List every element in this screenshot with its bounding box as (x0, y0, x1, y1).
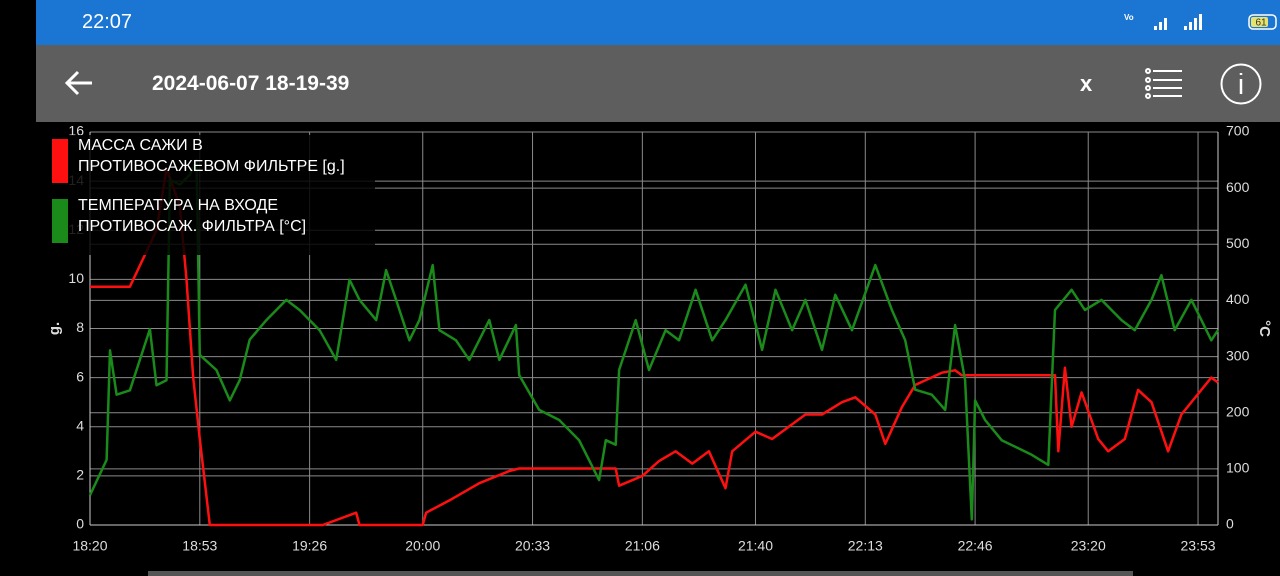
y-axis-title: g. (46, 322, 63, 335)
x-tick-label: 22:13 (848, 538, 883, 554)
legend-item: МАССА САЖИ В ПРОТИВОСАЖЕВОМ ФИЛЬТРЕ [g.] (40, 135, 368, 183)
scrollbar (148, 571, 1133, 576)
x-tick-label: 19:26 (292, 538, 327, 554)
y2-tick-label: 500 (1226, 235, 1250, 251)
y-tick-label: 2 (76, 467, 84, 483)
y2-tick-label: 0 (1226, 516, 1234, 532)
x-tick-label: 18:20 (72, 538, 107, 554)
app-bar: 2024-06-07 18-19-39 x (36, 45, 1280, 122)
x-tick-label: 20:33 (515, 538, 550, 554)
volte-icon: Vo (1124, 13, 1134, 22)
info-button[interactable] (1219, 62, 1263, 106)
y-tick-label: 8 (76, 319, 84, 335)
x-tick-label: 20:00 (405, 538, 440, 554)
x-tick-label: 21:40 (738, 538, 773, 554)
y2-tick-label: 600 (1226, 179, 1250, 195)
y2-tick-label: 100 (1226, 460, 1250, 476)
y-tick-label: 4 (76, 417, 84, 433)
legend-item: ТЕМПЕРАТУРА НА ВХОДЕ ПРОТИВОСАЖ. ФИЛЬТРА… (40, 195, 368, 243)
series-line (90, 167, 1219, 527)
x-tick-label: 18:53 (182, 538, 217, 554)
y2-tick-label: 400 (1226, 291, 1250, 307)
y2-tick-label: 300 (1226, 347, 1250, 363)
x-tick-label: 21:06 (625, 538, 660, 554)
y-tick-label: 10 (68, 270, 84, 286)
legend: МАССА САЖИ В ПРОТИВОСАЖЕВОМ ФИЛЬТРЕ [g.]… (40, 135, 375, 255)
y-tick-label: 16 (68, 123, 84, 139)
back-button[interactable] (64, 69, 94, 97)
list-button[interactable] (1144, 67, 1184, 101)
status-icons: Vo 61 (1124, 13, 1277, 30)
battery-level: 61 (1255, 18, 1267, 29)
series-line (88, 158, 1220, 521)
clock: 22:07 (82, 11, 133, 33)
x-tick-label: 22:46 (958, 538, 993, 554)
close-button[interactable]: x (1080, 71, 1093, 96)
status-bar: 22:07 Vo 61 (36, 0, 1280, 45)
y-tick-label: 6 (76, 368, 84, 384)
y-tick-label: 0 (76, 516, 84, 532)
screen-title: 2024-06-07 18-19-39 (152, 72, 350, 95)
y2-tick-label: 700 (1226, 123, 1250, 139)
y2-tick-label: 200 (1226, 403, 1250, 419)
legend-label: МАССА САЖИ В ПРОТИВОСАЖЕВОМ ФИЛЬТРЕ [g.] (78, 137, 345, 175)
legend-swatch (52, 139, 68, 183)
x-tick-label: 23:20 (1071, 538, 1106, 554)
legend-swatch (52, 199, 68, 243)
x-tick-label: 23:53 (1181, 538, 1216, 554)
legend-label: ТЕМПЕРАТУРА НА ВХОДЕ ПРОТИВОСАЖ. ФИЛЬТРА… (78, 197, 307, 235)
y2-axis-title: °C (1256, 320, 1273, 337)
